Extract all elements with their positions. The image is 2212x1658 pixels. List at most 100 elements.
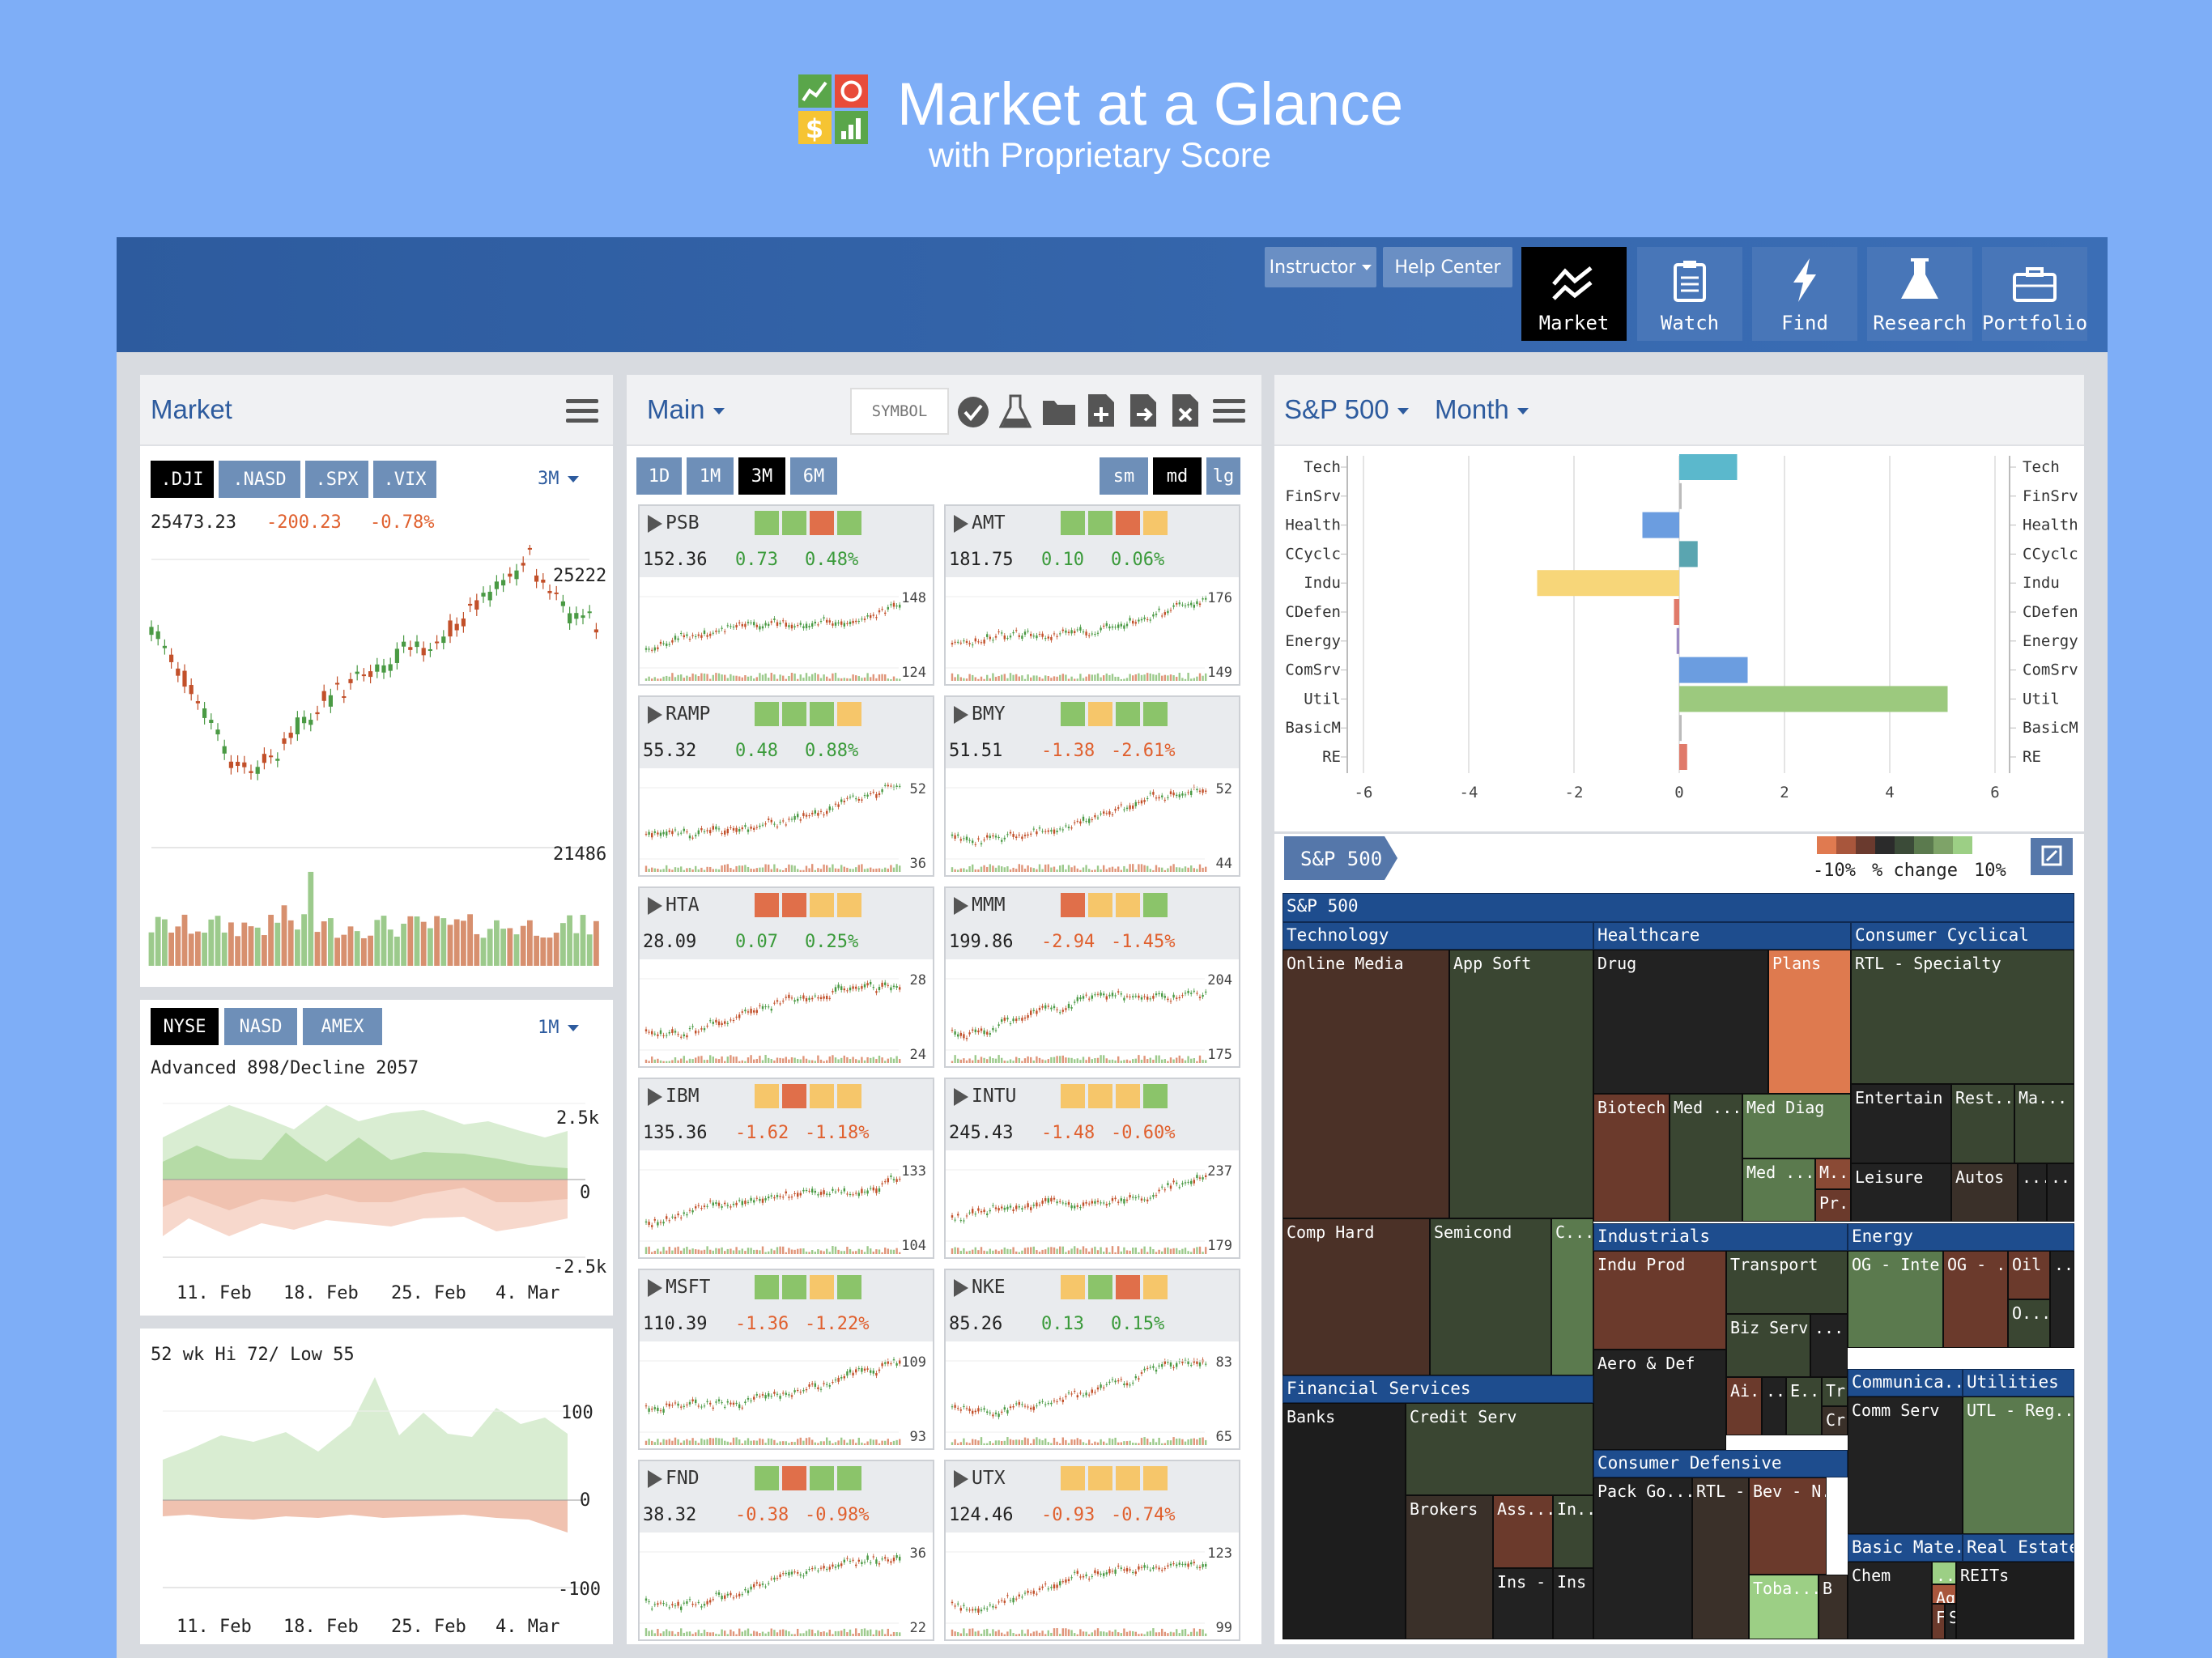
watch-symbol[interactable]: MMM <box>954 895 1006 916</box>
watch-card[interactable]: MSFT 110.39 -1.36 -1.22% 109 93 <box>638 1269 934 1450</box>
bar-score-icon[interactable] <box>837 893 861 917</box>
chart-score-icon[interactable] <box>1061 1466 1085 1490</box>
range-dropdown[interactable]: 3M <box>538 469 579 489</box>
watchlist-dropdown[interactable]: Main <box>647 394 725 425</box>
treemap-cell[interactable]: Autos <box>1951 1163 2018 1222</box>
watch-card[interactable]: HTA 28.09 0.07 0.25% 28 24 <box>638 886 934 1068</box>
watch-card[interactable]: INTU 245.43 -1.48 -0.60% 237 179 <box>944 1078 1240 1259</box>
nav-find[interactable]: Find <box>1752 247 1857 341</box>
dollar-score-icon[interactable] <box>810 1275 834 1299</box>
bar-score-icon[interactable] <box>837 1275 861 1299</box>
circle-score-icon[interactable] <box>1088 1466 1112 1490</box>
bar-score-icon[interactable] <box>1143 1084 1168 1108</box>
treemap-sector-header[interactable]: Consumer Defensive <box>1593 1450 1848 1477</box>
watch-symbol[interactable]: UTX <box>954 1468 1006 1489</box>
circle-score-icon[interactable] <box>1088 702 1112 726</box>
watch-card[interactable]: UTX 124.46 -0.93 -0.74% 123 99 <box>944 1460 1240 1641</box>
treemap-cell[interactable]: OG - Inte... <box>1848 1251 1943 1348</box>
circle-score-icon[interactable] <box>1088 893 1112 917</box>
chart-score-icon[interactable] <box>755 702 779 726</box>
treemap-cell[interactable]: Biotech <box>1593 1094 1670 1222</box>
treemap-cell[interactable]: Drug <box>1593 950 1768 1094</box>
chart-score-icon[interactable] <box>755 1466 779 1490</box>
dollar-score-icon[interactable] <box>1116 511 1140 535</box>
check-circle-icon[interactable] <box>957 396 989 428</box>
chart-score-icon[interactable] <box>1061 702 1085 726</box>
range-tab-3m[interactable]: 3M <box>738 457 785 495</box>
circle-score-icon[interactable] <box>782 1275 806 1299</box>
expand-icon[interactable] <box>2031 838 2073 875</box>
range-tab-1m[interactable]: 1M <box>687 457 734 495</box>
dollar-score-icon[interactable] <box>810 702 834 726</box>
treemap-cell[interactable]: E... <box>1786 1377 1822 1435</box>
treemap-cell[interactable]: ... <box>1762 1377 1786 1435</box>
treemap-cell[interactable]: REITs <box>1956 1562 2074 1639</box>
chart-score-icon[interactable] <box>1061 511 1085 535</box>
chart-score-icon[interactable] <box>755 1084 779 1108</box>
treemap-cell[interactable]: S <box>1945 1604 1956 1639</box>
treemap-sector-header[interactable]: Basic Mate... <box>1848 1534 1963 1562</box>
dollar-score-icon[interactable] <box>1116 702 1140 726</box>
breadth-tab-nasd[interactable]: NASD <box>224 1008 297 1045</box>
watch-symbol[interactable]: AMT <box>954 512 1006 534</box>
index-dropdown[interactable]: S&P 500 <box>1284 394 1409 425</box>
treemap-cell[interactable]: F <box>1932 1604 1945 1639</box>
treemap-cell[interactable]: OG - ... <box>1943 1251 2008 1348</box>
dollar-score-icon[interactable] <box>810 511 834 535</box>
treemap-cell[interactable]: Banks <box>1283 1403 1406 1639</box>
treemap-cell[interactable]: Ins - ... <box>1493 1568 1553 1639</box>
watch-card[interactable]: BMY 51.51 -1.38 -2.61% 52 44 <box>944 695 1240 877</box>
flask-icon[interactable] <box>999 394 1032 428</box>
folder-icon[interactable] <box>1041 396 1077 427</box>
treemap-sector-header[interactable]: Consumer Cyclical <box>1851 922 2074 950</box>
instructor-dropdown[interactable]: Instructor <box>1265 247 1376 287</box>
watch-card[interactable]: AMT 181.75 0.10 0.06% 176 149 <box>944 504 1240 686</box>
treemap-cell[interactable]: Semicond <box>1430 1218 1551 1375</box>
watch-symbol[interactable]: PSB <box>648 512 700 534</box>
treemap-cell[interactable]: Online Media <box>1283 950 1449 1218</box>
treemap-cell[interactable]: Plans <box>1768 950 1851 1094</box>
index-tab-nasd[interactable]: .NASD <box>219 461 300 498</box>
bar-score-icon[interactable] <box>1143 1275 1168 1299</box>
nav-watch[interactable]: Watch <box>1637 247 1742 341</box>
treemap-cell[interactable]: Pr... <box>1815 1189 1851 1222</box>
treemap-cell[interactable]: RTL - ... <box>1692 1477 1749 1639</box>
treemap-cell[interactable]: Tr <box>1822 1377 1848 1406</box>
index-tab-vix[interactable]: .VIX <box>373 461 436 498</box>
treemap-cell[interactable]: ... <box>2047 1163 2074 1222</box>
treemap-cell[interactable]: Bev - N... <box>1749 1477 1827 1575</box>
treemap-cell[interactable]: ... <box>1810 1314 1848 1377</box>
chart-score-icon[interactable] <box>1061 893 1085 917</box>
breadth-tab-nyse[interactable]: NYSE <box>151 1008 219 1045</box>
treemap-cell[interactable]: Brokers <box>1406 1495 1493 1639</box>
treemap-cell[interactable]: Leisure <box>1851 1163 1951 1222</box>
treemap-cell[interactable]: RTL - Specialty <box>1851 950 2074 1084</box>
treemap-cell[interactable]: Pack Go... <box>1593 1477 1692 1639</box>
breadth-range-dropdown[interactable]: 1M <box>538 1018 579 1038</box>
watch-symbol[interactable]: HTA <box>648 895 700 916</box>
treemap-sector-header[interactable]: Utilities <box>1963 1369 2074 1397</box>
treemap-cell[interactable]: Ai... <box>1726 1377 1762 1435</box>
treemap-cell[interactable]: Ag <box>1932 1584 1956 1604</box>
treemap-cell[interactable]: ... <box>2050 1251 2074 1348</box>
treemap-sector-header[interactable]: Financial Services <box>1283 1375 1593 1403</box>
chart-score-icon[interactable] <box>1061 1084 1085 1108</box>
treemap-sector-header[interactable]: Industrials <box>1593 1223 1848 1251</box>
treemap-cell[interactable]: Med ... <box>1742 1158 1815 1222</box>
watch-card[interactable]: FND 38.32 -0.38 -0.98% 36 22 <box>638 1460 934 1641</box>
bar-score-icon[interactable] <box>1143 702 1168 726</box>
watch-card[interactable]: MMM 199.86 -2.94 -1.45% 204 175 <box>944 886 1240 1068</box>
chart-score-icon[interactable] <box>755 511 779 535</box>
bar-score-icon[interactable] <box>1143 893 1168 917</box>
treemap-cell[interactable]: Comp Hard <box>1283 1218 1430 1375</box>
treemap-cell[interactable]: M... <box>1815 1158 1851 1189</box>
bar-score-icon[interactable] <box>837 1084 861 1108</box>
treemap-cell[interactable]: In... <box>1553 1495 1593 1568</box>
range-tab-1d[interactable]: 1D <box>636 457 682 495</box>
treemap-sector-header[interactable]: Real Estate <box>1963 1534 2074 1562</box>
watch-card[interactable]: IBM 135.36 -1.62 -1.18% 133 104 <box>638 1078 934 1259</box>
treemap-cell[interactable]: Med ... <box>1670 1094 1742 1222</box>
index-tab-dji[interactable]: .DJI <box>151 461 214 498</box>
bar-score-icon[interactable] <box>837 511 861 535</box>
nav-research[interactable]: Research <box>1867 247 1972 341</box>
